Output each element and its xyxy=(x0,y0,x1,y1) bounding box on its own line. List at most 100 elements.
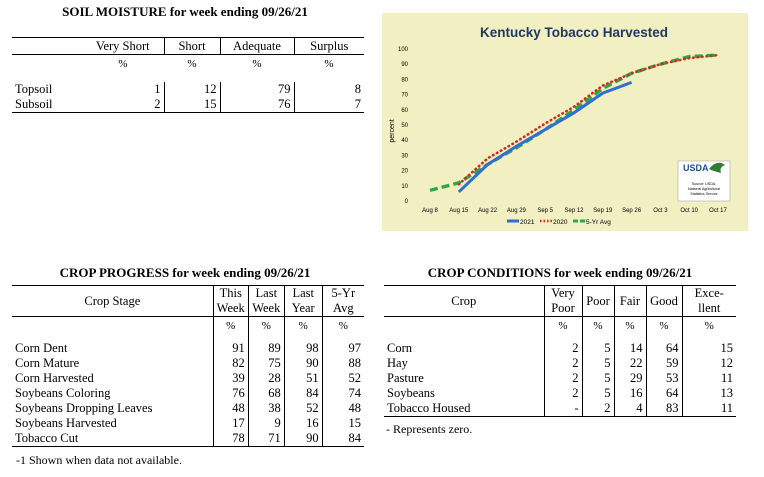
unit-label: % xyxy=(118,57,128,70)
cell: 51 xyxy=(283,370,323,386)
x-tick-label: Sep 5 xyxy=(537,208,553,214)
col-header-top: Exce- xyxy=(681,285,736,301)
y-tick-label: 60 xyxy=(401,108,408,114)
soil-moisture-table: Very Short Short Adequate Surplus % % % … xyxy=(12,37,364,113)
cell: 9 xyxy=(247,415,285,431)
chart-title: Kentucky Tobacco Harvested xyxy=(480,25,668,40)
cell: 48 xyxy=(212,400,249,416)
chart-legend: 2021 2020 5-Yr Avg xyxy=(507,219,611,226)
unit-label: % xyxy=(324,57,334,70)
cell: 11 xyxy=(681,370,736,386)
tobacco-harvested-chart: Kentucky Tobacco Harvested percent 0 10 20… xyxy=(382,13,748,231)
crop-conditions-footnote: - Represents zero. xyxy=(386,422,473,436)
row-label: Hay xyxy=(387,355,408,370)
cell: 83 xyxy=(645,400,682,417)
row-label: Topsoil xyxy=(15,81,53,96)
table-row: Corn Dent 91 89 98 97 xyxy=(12,340,364,356)
y-tick-label: 100 xyxy=(398,47,409,53)
cell: 68 xyxy=(247,385,285,401)
unit-label: % xyxy=(321,316,364,337)
table-row: Soybeans Coloring 76 68 84 74 xyxy=(12,385,364,401)
cell: 7 xyxy=(293,96,364,113)
x-tick-label: Oct 10 xyxy=(680,208,698,214)
usda-leaf-icon xyxy=(709,162,725,173)
col-header: Fair xyxy=(613,285,646,317)
x-tick-label: Aug 15 xyxy=(449,208,469,214)
cell: 74 xyxy=(321,385,364,401)
cell: 5 xyxy=(581,355,614,371)
unit-label: % xyxy=(581,316,614,337)
y-tick-label: 50 xyxy=(401,123,408,129)
cell: 82 xyxy=(212,355,249,371)
unit-label: % xyxy=(187,57,197,70)
crop-progress-table: Crop Stage This Last Last 5-Yr Week Week… xyxy=(12,285,364,447)
col-header-bottom: Poor xyxy=(543,301,582,317)
col-header: Short xyxy=(163,37,220,55)
cell: 5 xyxy=(581,370,614,386)
col-header-top: 5-Yr xyxy=(321,285,364,301)
col-header-bottom: Avg xyxy=(321,301,364,317)
usda-logo: USDA Source: USDA, National Agricultural… xyxy=(677,160,731,202)
y-tick-label: 40 xyxy=(401,138,408,144)
col-header-top: Very xyxy=(543,285,582,301)
cell: 12 xyxy=(163,81,220,97)
cell: 1 xyxy=(154,81,161,96)
cell: 2 xyxy=(581,400,614,417)
table-row: Tobacco Housed -2 4 83 11 xyxy=(384,400,736,417)
cell: 5 xyxy=(581,340,614,356)
cell: 13 xyxy=(681,385,736,401)
cell: 22 xyxy=(613,355,646,371)
col-header-bottom: Year xyxy=(283,301,323,317)
y-tick-label: 70 xyxy=(401,93,408,99)
unit-label: % xyxy=(543,316,582,337)
cell: 15 xyxy=(163,96,220,113)
row-label: Soybeans xyxy=(387,385,435,400)
y-axis-label: percent xyxy=(389,119,396,142)
y-tick-label: 20 xyxy=(401,169,408,175)
cell: 64 xyxy=(645,385,682,401)
table-row: Pasture 2 5 29 53 11 xyxy=(384,370,736,386)
cell: 16 xyxy=(613,385,646,401)
series-line-2020 xyxy=(457,53,720,186)
cell: 90 xyxy=(283,355,323,371)
legend-label-5yr: 5-Yr Avg xyxy=(586,219,611,226)
crop-header: Crop xyxy=(384,285,544,317)
cell: 76 xyxy=(219,96,294,113)
crop-stage-header: Crop Stage xyxy=(12,285,214,317)
table-row: Tobacco Cut 78 71 90 84 xyxy=(12,430,364,447)
col-header: Surplus xyxy=(293,37,364,55)
cell: 2 xyxy=(543,385,582,401)
cell: 84 xyxy=(283,385,323,401)
col-header-bottom: Week xyxy=(212,301,249,317)
col-header-top: This xyxy=(212,285,249,301)
row-label: Corn Mature xyxy=(15,355,80,370)
cell: 75 xyxy=(247,355,285,371)
y-tick-label: 80 xyxy=(401,77,408,83)
cell: 15 xyxy=(321,415,364,431)
cell: 16 xyxy=(283,415,323,431)
x-tick-label: Sep 19 xyxy=(593,208,613,214)
table-row: Hay 2 5 22 59 12 xyxy=(384,355,736,371)
unit-label: % xyxy=(247,316,285,337)
col-header: Very Short xyxy=(82,37,164,55)
table-row: Soybeans Harvested 17 9 16 15 xyxy=(12,415,364,431)
series-line-5-yr-avg xyxy=(429,53,719,193)
cell: 84 xyxy=(321,430,364,447)
x-tick-label: Aug 29 xyxy=(507,208,527,214)
cell: 12 xyxy=(681,355,736,371)
col-header-bottom: llent xyxy=(681,301,736,317)
cell: 89 xyxy=(247,340,285,356)
cell: 8 xyxy=(293,81,364,97)
row-label: Soybeans Dropping Leaves xyxy=(15,400,153,415)
row-label: Soybeans Coloring xyxy=(15,385,111,400)
x-tick-label: Oct 3 xyxy=(653,208,668,214)
col-header: Good xyxy=(645,285,682,317)
crop-conditions-table: Crop Very Poor Fair Good Exce- Poor llen… xyxy=(384,285,736,417)
cell: 11 xyxy=(681,400,736,417)
cell: 53 xyxy=(645,370,682,386)
table-row: Soybeans 2 5 16 64 13 xyxy=(384,385,736,401)
cell: 28 xyxy=(247,370,285,386)
cell: 2 xyxy=(82,96,164,113)
cell: 64 xyxy=(645,340,682,356)
cell: 2 xyxy=(543,370,582,386)
